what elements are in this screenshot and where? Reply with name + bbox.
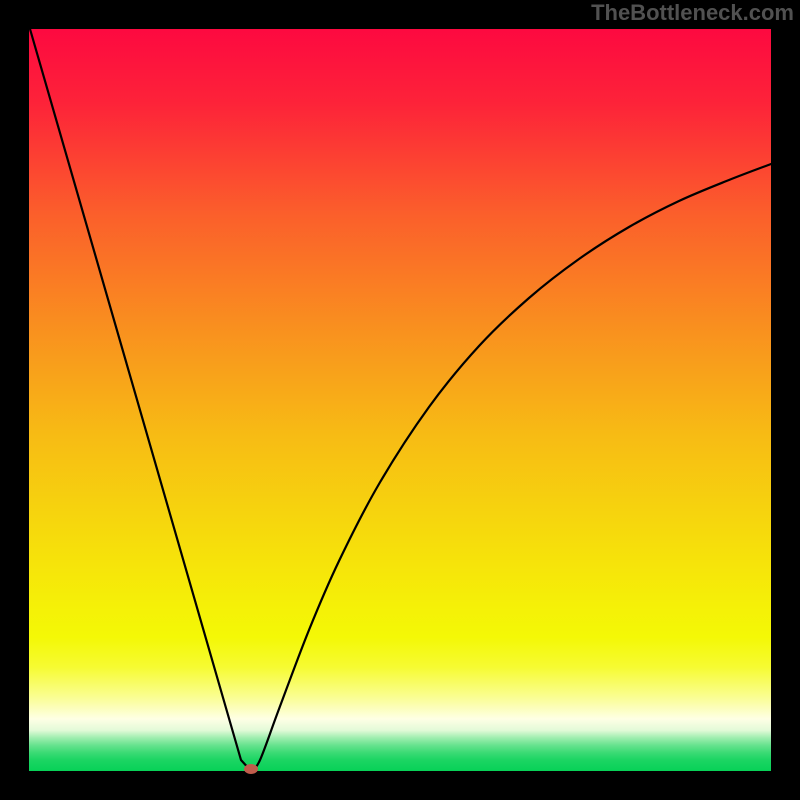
attribution-text: TheBottleneck.com	[591, 0, 794, 26]
curve-svg	[29, 29, 771, 771]
chart-container: TheBottleneck.com	[0, 0, 800, 800]
trough-marker	[244, 764, 258, 774]
bottleneck-curve	[30, 29, 771, 771]
